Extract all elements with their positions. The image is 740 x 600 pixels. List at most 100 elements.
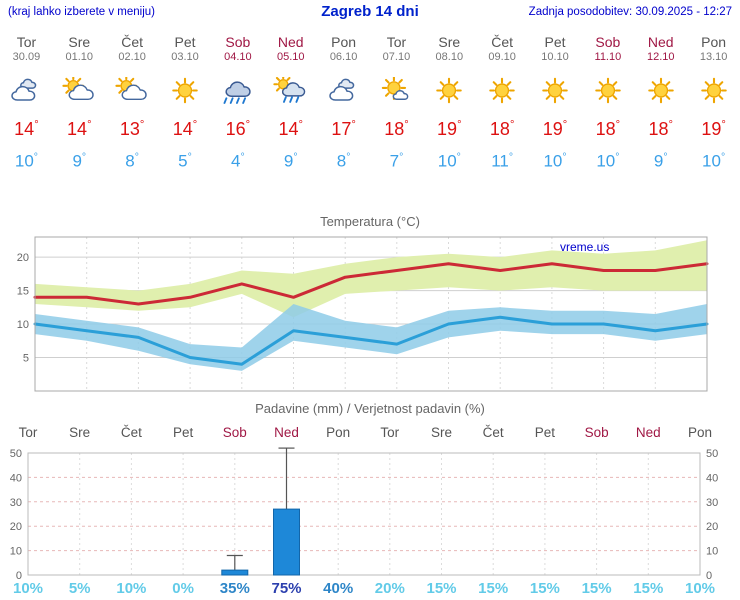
precip-probability: 15% [581,580,612,597]
svg-text:50: 50 [706,448,718,460]
low-temp: 9° [72,151,87,171]
temperature-chart-title: Temperatura (°C) [320,214,420,229]
low-temp: 11° [491,151,514,171]
day-column[interactable]: Sob 04.10 16° 4° [211,28,264,176]
precip-probability: 20% [374,580,405,597]
page-title: Zagreb 14 dni [321,3,419,20]
rain-icon [211,77,264,111]
cloudy-icon [317,77,370,111]
precip-probability: 75% [271,580,302,597]
svg-text:20: 20 [706,521,718,533]
low-temp: 8° [336,151,351,171]
day-name: Sre [68,34,91,50]
day-date: 05.10 [276,51,305,63]
day-date: 04.10 [224,51,252,63]
high-temp: 17° [331,119,356,139]
day-name: Tor [386,34,407,50]
sunny-icon [634,77,687,111]
precip-day-label: Ned [635,425,661,440]
high-temp: 14° [67,119,92,139]
day-column[interactable]: Pon 06.10 17° 8° [317,28,370,176]
day-column[interactable]: Ned 05.10 14° 9° [264,28,317,176]
day-column[interactable]: Sre 08.10 19° 10° [423,28,476,176]
precip-day-label: Pet [534,425,556,440]
svg-text:10: 10 [10,546,22,558]
precip-day-label: Čet [482,425,504,440]
high-temp: 19° [701,119,726,139]
day-column[interactable]: Čet 02.10 13° 8° [106,28,159,176]
precip-day-label: Čet [120,425,142,440]
svg-text:10: 10 [706,546,718,558]
precip-day-label: Sre [430,425,453,440]
sunny-icon [476,77,529,111]
day-column[interactable]: Ned 12.10 18° 9° [634,28,687,176]
precip-probability: 5% [68,580,91,597]
precip-probability: 10% [12,580,44,597]
high-temp: 19° [437,119,462,139]
sunny-icon [581,77,634,111]
day-name: Čet [121,34,144,50]
day-column[interactable]: Tor 07.10 18° 7° [370,28,423,176]
forecast-strip: Tor 30.09 14° 10° Sre 01.10 14° 9° Čet 02.10 13° 8°… [0,28,740,176]
precip-day-label: Pon [687,425,713,440]
low-temp: 10° [437,151,461,171]
precip-probability: 10% [116,580,147,597]
high-temp: 18° [384,119,409,139]
precip-day-label: Sob [584,425,609,440]
high-temp: 18° [489,119,515,139]
menu-hint: (kraj lahko izberete v meniju) [8,6,156,18]
svg-text:40: 40 [706,472,718,484]
day-name: Ned [647,34,674,50]
sunny-icon [687,77,740,111]
precip-probability: 40% [323,580,354,597]
day-date: 01.10 [65,51,94,63]
day-date: 09.10 [488,51,516,63]
svg-text:20: 20 [17,252,29,264]
precip-day-label: Sob [222,425,247,440]
cloudy-icon [0,77,53,111]
day-column[interactable]: Pet 10.10 19° 10° [529,28,582,176]
sunny-icon [159,77,212,111]
high-temp: 13° [119,119,145,139]
low-temp: 10° [14,151,38,171]
low-temp: 8° [125,151,139,171]
high-temp: 18° [648,119,673,139]
day-date: 30.09 [12,51,41,63]
svg-text:30: 30 [706,497,718,509]
sunny-icon [529,77,582,111]
high-temp: 14° [172,119,198,139]
mostly-sunny-icon [370,75,423,111]
svg-text:5: 5 [23,353,29,365]
precip-probability: 0% [172,580,194,597]
day-column[interactable]: Sob 11.10 18° 10° [581,28,634,176]
day-column[interactable]: Čet 09.10 18° 11° [476,28,529,176]
day-name: Ned [277,34,304,50]
day-date: 10.10 [541,51,569,63]
day-date: 08.10 [435,51,464,63]
day-name: Tor [16,34,37,50]
high-temp: 14° [14,119,39,139]
precip-day-labels: Tor Sre Čet Pet Sob Ned Pon Tor Sre Čet Pet Sob Ned P… [0,425,740,443]
sun-rain-icon [264,74,317,111]
day-date: 11.10 [594,51,622,63]
day-name: Pon [701,34,727,50]
day-name: Sob [225,34,251,50]
svg-text:15: 15 [17,286,29,298]
precip-day-label: Sre [69,425,91,440]
svg-text:20: 20 [10,521,22,533]
day-date: 06.10 [329,51,358,63]
precip-probability: 35% [219,580,250,597]
day-column[interactable]: Tor 30.09 14° 10° [0,28,53,176]
day-column[interactable]: Pon 13.10 19° 10° [687,28,740,176]
low-temp: 4° [231,151,245,171]
day-column[interactable]: Pet 03.10 14° 5° [159,28,212,176]
day-name: Pet [544,34,566,50]
day-name: Pon [331,34,357,50]
sunny-icon [423,77,476,111]
precipitation-chart: 0 0 10 10 20 20 30 30 40 40 50 50 [10,447,718,582]
low-temp: 5° [178,151,192,171]
low-temp: 9° [653,151,668,171]
precip-probability: 15% [426,580,457,597]
precip-day-label: Tor [380,425,400,440]
day-column[interactable]: Sre 01.10 14° 9° [53,28,106,176]
